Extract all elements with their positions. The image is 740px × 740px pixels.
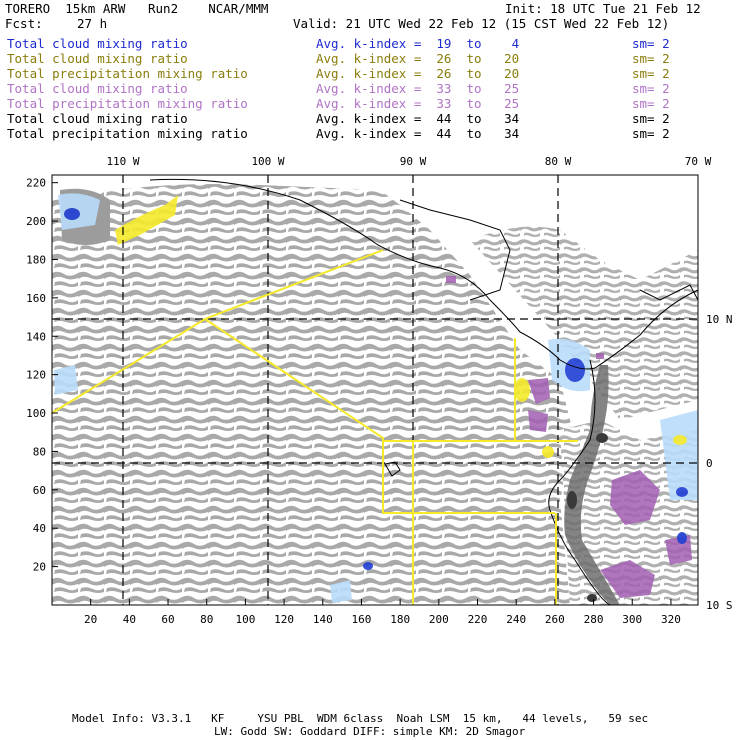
dark-cell [587, 594, 597, 602]
longitude-label: 80 W [545, 155, 572, 168]
legend-sm: sm= 2 [632, 51, 670, 66]
x-grid-label: 260 [545, 613, 565, 626]
x-grid-label: 60 [161, 613, 174, 626]
legend-kindex: Avg. k-index = 33 to 25 [316, 81, 520, 96]
legend-kindex: Avg. k-index = 26 to 20 [316, 51, 520, 66]
longitude-label: 90 W [400, 155, 427, 168]
valid-time: Valid: 21 UTC Wed 22 Feb 12 (15 CST Wed … [293, 16, 670, 31]
y-grid-label: 40 [33, 522, 46, 535]
dark-cell [567, 491, 577, 509]
legend-field: Total cloud mixing ratio [7, 36, 188, 51]
y-grid-label: 20 [33, 561, 46, 574]
longitude-label: 100 W [251, 155, 284, 168]
x-grid-label: 20 [84, 613, 97, 626]
y-grid-label: 180 [26, 253, 46, 266]
legend-kindex: Avg. k-index = 33 to 25 [316, 96, 520, 111]
x-grid-label: 240 [506, 613, 526, 626]
legend-sm: sm= 2 [632, 81, 670, 96]
y-grid-label: 120 [26, 369, 46, 382]
y-grid-label: 60 [33, 484, 46, 497]
legend-field: Total precipitation mixing ratio [7, 126, 248, 141]
legend-kindex: Avg. k-index = 26 to 20 [316, 66, 520, 81]
x-grid-label: 80 [200, 613, 213, 626]
model-info-line: Model Info: V3.3.1 KF YSU PBL WDM 6class… [72, 712, 649, 725]
init-time: Init: 18 UTC Tue 21 Feb 12 [505, 1, 701, 16]
legend-field: Total precipitation mixing ratio [7, 66, 248, 81]
x-grid-label: 120 [274, 613, 294, 626]
purple-precip [446, 276, 692, 598]
y-grid-label: 200 [26, 215, 46, 228]
x-grid-label: 200 [429, 613, 449, 626]
legend-sm: sm= 2 [632, 126, 670, 141]
x-grid-label: 280 [584, 613, 604, 626]
forecast-hour: 27 h [77, 16, 108, 31]
x-grid-label: 300 [622, 613, 642, 626]
x-grid-label: 220 [468, 613, 488, 626]
latitude-label: 10 S [706, 599, 733, 612]
x-grid-label: 180 [390, 613, 410, 626]
y-grid-label: 160 [26, 292, 46, 305]
longitude-label: 70 W [685, 155, 712, 168]
latitude-label: 0 [706, 457, 713, 470]
map-frame [51, 174, 699, 606]
cloud-field [52, 184, 698, 605]
legend-kindex: Avg. k-index = 44 to 34 [316, 126, 520, 141]
model-title: TORERO 15km ARW Run2 NCAR/MMM [5, 1, 269, 16]
legend-sm: sm= 2 [632, 66, 670, 81]
x-grid-label: 140 [313, 613, 333, 626]
legend-field: Total cloud mixing ratio [7, 111, 188, 126]
x-grid-label: 40 [123, 613, 136, 626]
legend-field: Total cloud mixing ratio [7, 81, 188, 96]
y-grid-label: 140 [26, 330, 46, 343]
physics-info-line: LW: Godd SW: Goddard DIFF: simple KM: 2D… [214, 725, 526, 738]
region-boundaries [51, 249, 578, 605]
x-grid-label: 100 [235, 613, 255, 626]
latitude-label: 10 N [706, 313, 733, 326]
x-grid-label: 320 [661, 613, 681, 626]
legend-field: Total cloud mixing ratio [7, 51, 188, 66]
legend-sm: sm= 2 [632, 111, 670, 126]
y-grid-label: 80 [33, 445, 46, 458]
legend-kindex: Avg. k-index = 19 to 4 [316, 36, 520, 51]
longitude-label: 110 W [106, 155, 139, 168]
intense-cloud-band [564, 365, 620, 605]
y-grid-label: 220 [26, 177, 46, 190]
y-grid-label: 100 [26, 407, 46, 420]
yellow-cloud [115, 195, 687, 458]
legend-kindex: Avg. k-index = 44 to 34 [316, 111, 520, 126]
dark-cell [596, 433, 608, 443]
forecast-label: Fcst: [5, 16, 43, 31]
legend-field: Total precipitation mixing ratio [7, 96, 248, 111]
x-grid-label: 160 [352, 613, 372, 626]
grid-lines [52, 175, 698, 605]
map-axes: 110 W 100 W 90 W 80 W 70 W 10 N 0 10 S 20 40 60 80 1… [26, 155, 732, 626]
legend-sm: sm= 2 [632, 96, 670, 111]
legend-sm: sm= 2 [632, 36, 670, 51]
coastlines [149, 178, 699, 606]
